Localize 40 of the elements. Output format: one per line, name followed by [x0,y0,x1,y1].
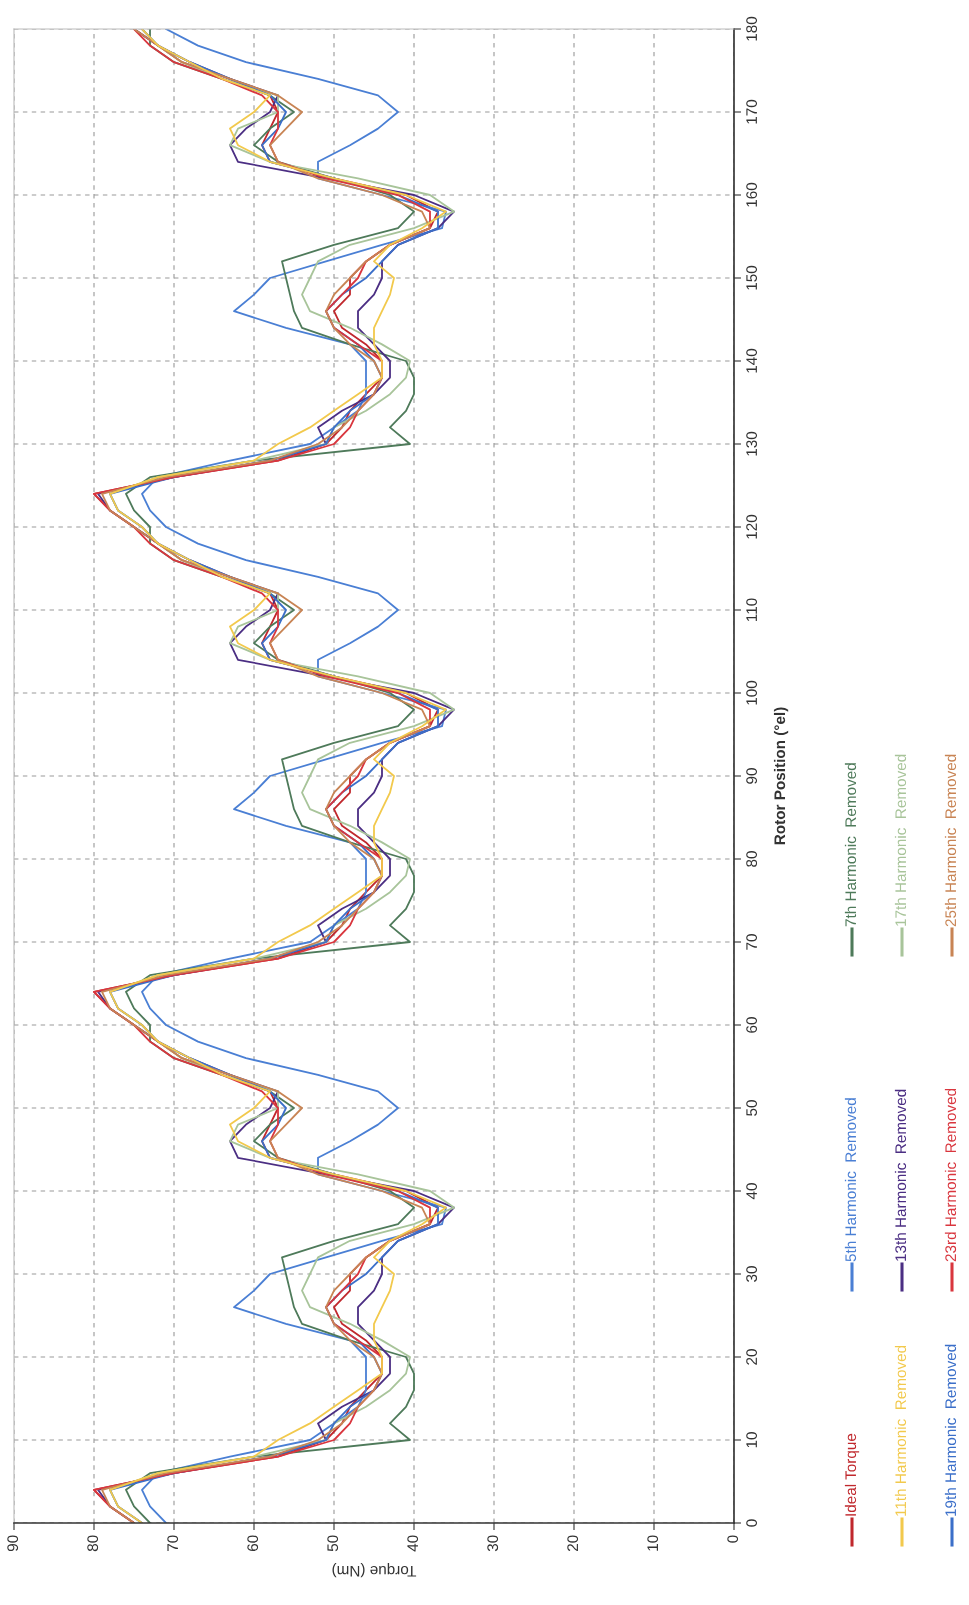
y-tick-label: 120 [746,514,758,539]
text: 7th Harmonic Removed [844,763,857,927]
text: 19th Harmonic Removed [944,1344,957,1516]
x-tick-label: 20 [567,1535,579,1552]
x-tick-label: 60 [247,1535,259,1552]
y-tick-label: 90 [746,768,758,784]
text: 17th Harmonic Removed [894,754,907,926]
y-tick-label: 0 [746,1519,758,1527]
x-tick-label: 80 [87,1535,99,1552]
x-tick-label: 50 [327,1535,339,1552]
text: 11th Harmonic Removed [894,1345,907,1516]
y-tick-label: 150 [746,265,758,290]
x-tick-label: 0 [727,1535,739,1543]
y-tick-label: 140 [746,348,758,373]
y-tick-label: 40 [746,1183,758,1200]
y-tick-label: 180 [746,16,758,41]
y-tick-label: 60 [746,1017,758,1033]
y-tick-label: 110 [746,598,758,622]
text: 23rd Harmonic Removed [944,1088,957,1262]
y-tick-label: 160 [746,182,758,207]
x-axis-title: Torque (Nm) [332,1562,417,1578]
y-axis-title: Rotor Position (°el) [773,707,789,845]
y-tick-label: 130 [746,431,758,456]
y-tick-label: 30 [746,1266,758,1282]
text: Ideal Torque [844,1433,860,1516]
text: 13th Harmonic Removed [894,1089,907,1261]
y-tick-label: 170 [746,99,758,124]
x-tick-label: 90 [7,1535,19,1552]
y-tick-label: 80 [746,851,758,867]
y-tick-label: 10 [746,1432,758,1448]
x-tick-label: 30 [487,1535,499,1552]
y-tick-label: 50 [746,1100,758,1116]
x-tick-label: 40 [407,1535,419,1552]
x-tick-label: 10 [647,1535,659,1551]
text: 25th Harmonic Removed [944,754,957,927]
y-tick-label: 100 [746,680,758,705]
y-tick-label: 70 [746,934,758,950]
y-tick-label: 20 [746,1349,758,1365]
text: 5th Harmonic Removed [844,1098,857,1262]
x-tick-label: 70 [167,1535,179,1552]
